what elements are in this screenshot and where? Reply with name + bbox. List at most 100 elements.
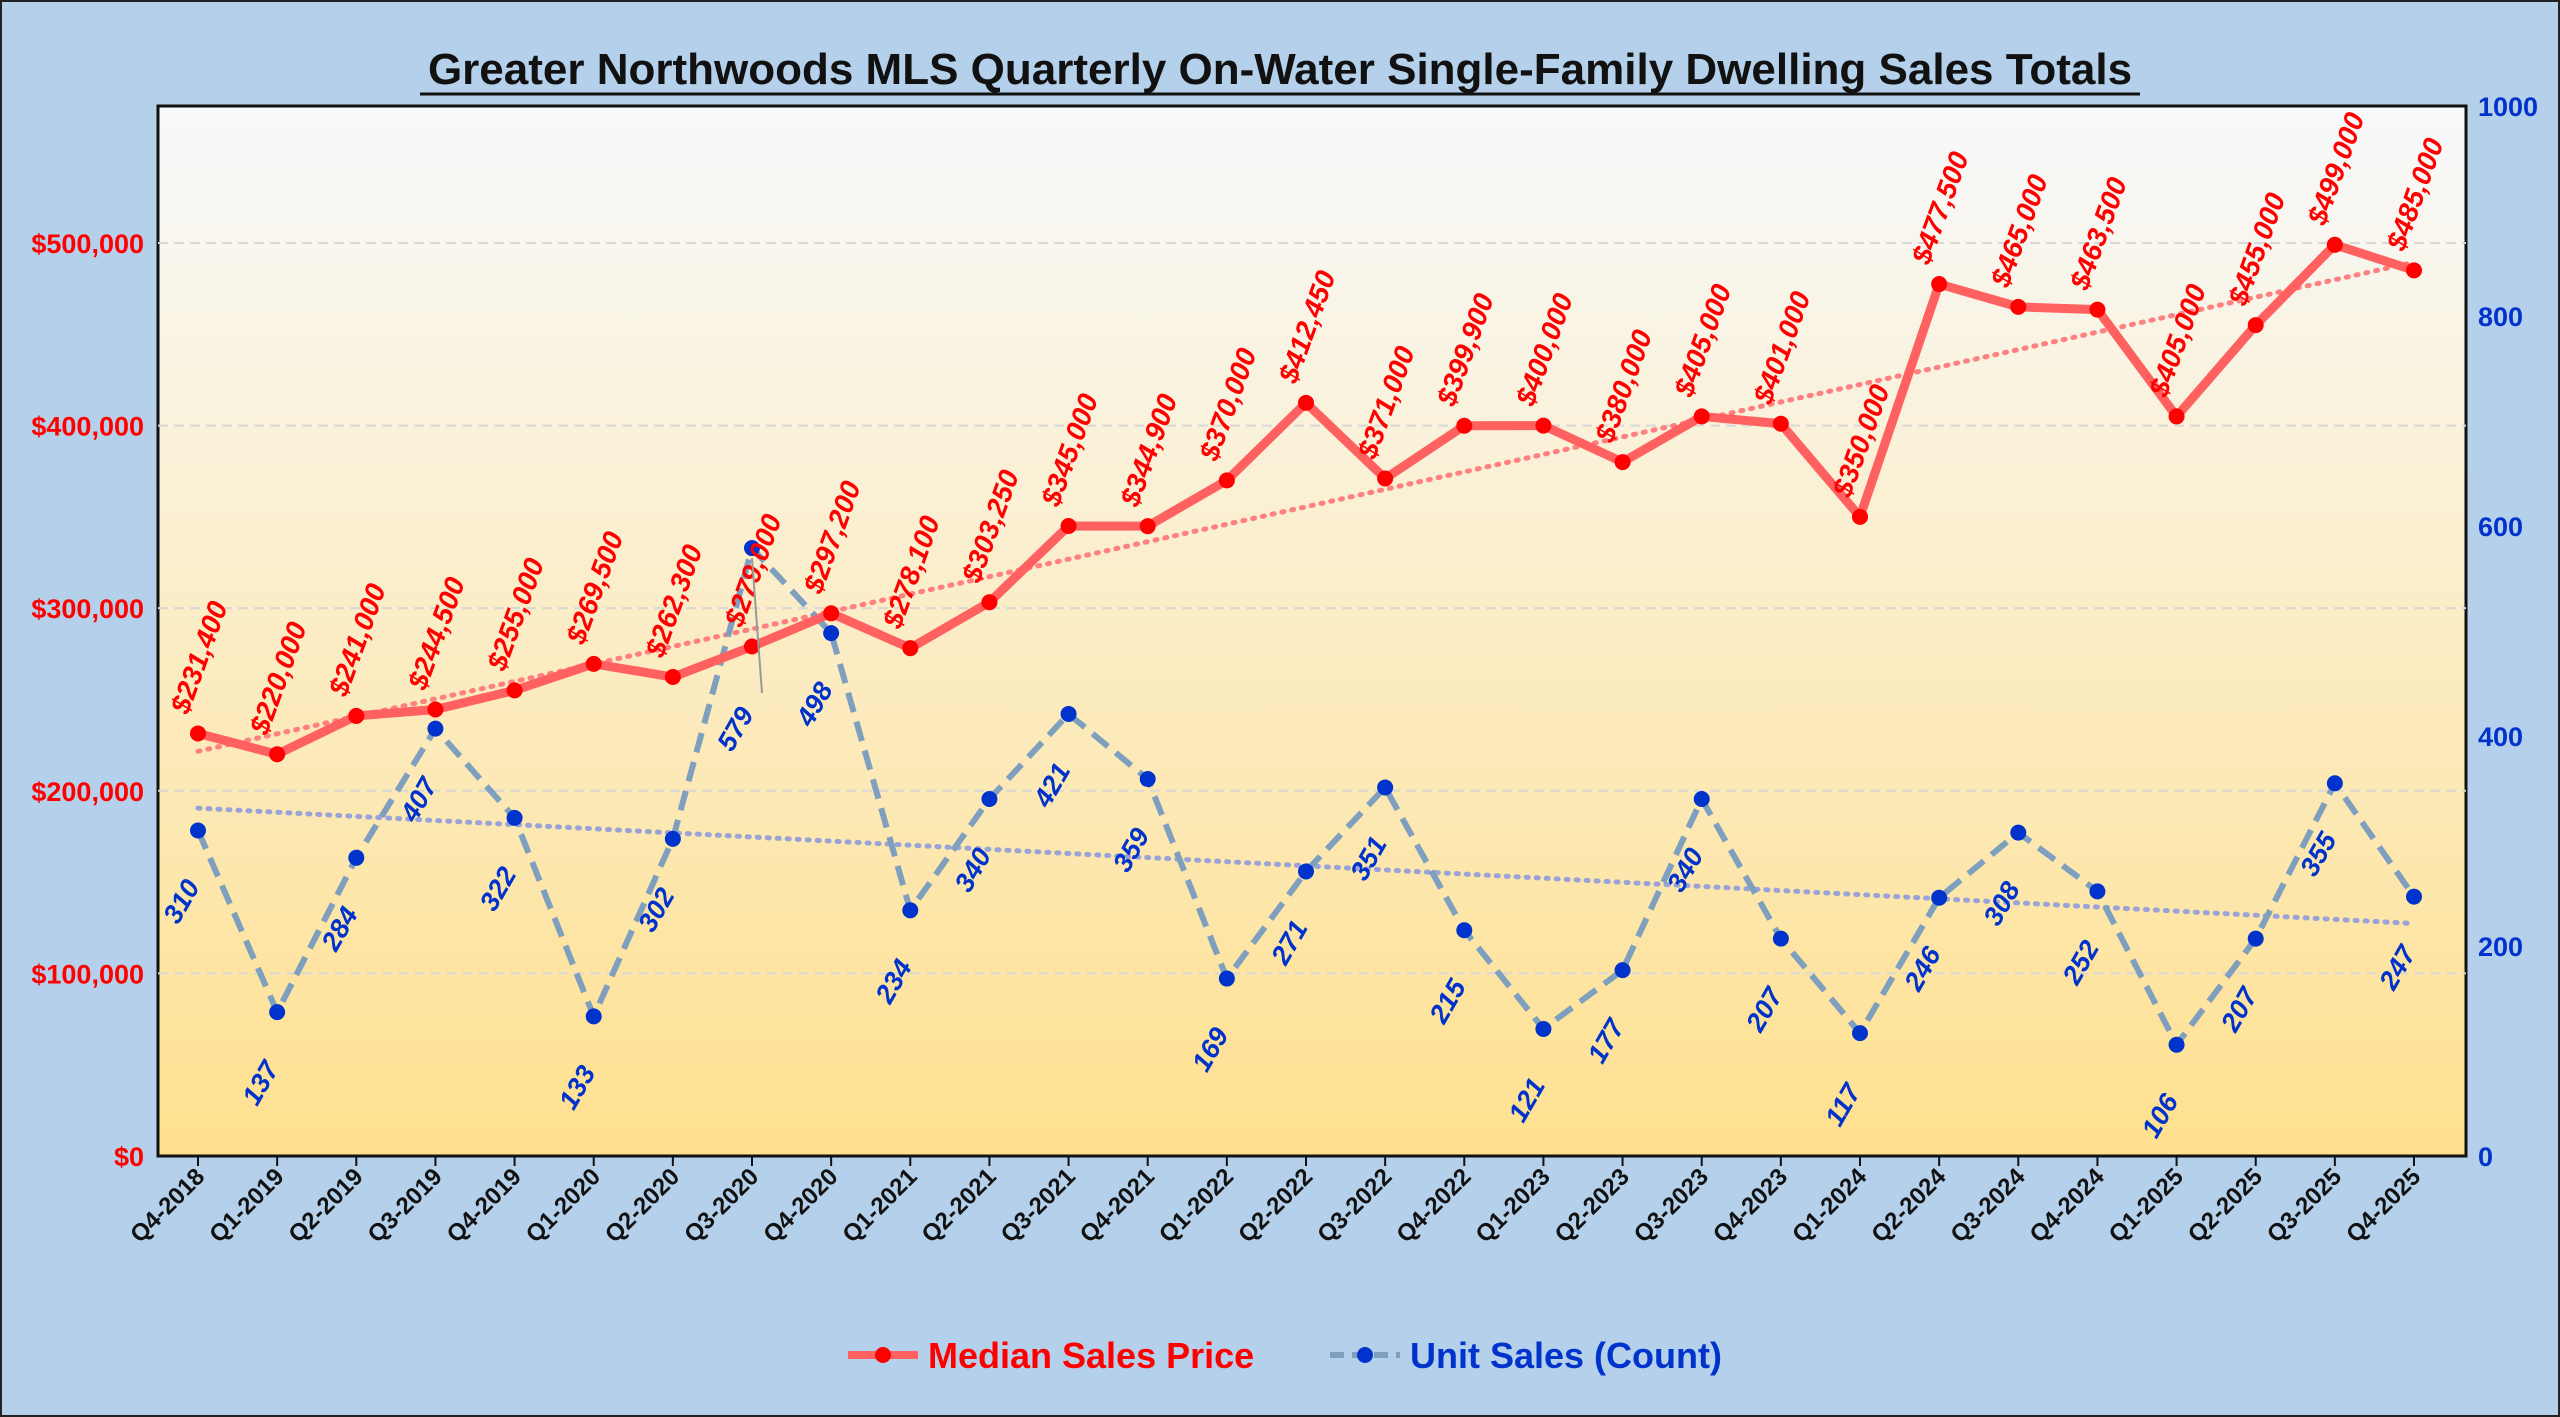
units-data-point: [981, 791, 998, 807]
x-tick-label: Q4-2020: [758, 1163, 843, 1248]
units-data-point: [1377, 779, 1394, 796]
right-tick-label: 400: [2478, 722, 2523, 752]
left-tick-label: $100,000: [31, 959, 144, 989]
price-data-point: [2406, 262, 2422, 279]
price-data-point: [902, 640, 919, 657]
x-tick-label: Q1-2021: [837, 1163, 922, 1248]
units-data-point: [1852, 1025, 1868, 1042]
units-data-point: [1456, 922, 1473, 939]
price-data-point: [1218, 472, 1235, 489]
units-data-point: [2010, 824, 2027, 841]
units-data-point: [1614, 962, 1631, 979]
x-tick-label: Q3-2023: [1629, 1163, 1714, 1248]
x-tick-label: Q4-2022: [1391, 1163, 1476, 1248]
units-data-point: [1139, 771, 1156, 788]
x-tick-label: Q3-2020: [679, 1163, 764, 1248]
units-data-point: [506, 809, 523, 826]
x-tick-label: Q3-2024: [1945, 1163, 2031, 1249]
x-tick-label: Q2-2024: [1866, 1163, 1952, 1249]
price-data-point: [2089, 301, 2106, 318]
units-data-point: [348, 849, 365, 866]
x-tick-label: Q4-2024: [2025, 1163, 2111, 1249]
right-tick-label: 800: [2478, 302, 2523, 332]
price-data-point: [1139, 518, 1156, 535]
price-data-point: [2168, 408, 2185, 425]
price-data-point: [1772, 415, 1789, 432]
legend-price-marker: [875, 1347, 891, 1363]
x-tick-label: Q1-2024: [1787, 1163, 1873, 1249]
chart-title: Greater Northwoods MLS Quarterly On-Wate…: [428, 45, 2132, 94]
units-data-point: [427, 720, 444, 737]
units-series-line: [195, 542, 2417, 1051]
price-data-point: [1852, 508, 1868, 525]
price-data-point: [1614, 454, 1631, 471]
x-tick-label: Q3-2021: [996, 1163, 1081, 1248]
x-tick-label: Q2-2019: [283, 1163, 368, 1248]
x-tick-label: Q4-2023: [1708, 1163, 1793, 1248]
plot-area: [156, 104, 2468, 1158]
price-data-point: [269, 746, 286, 763]
x-tick-label: Q4-2018: [125, 1163, 210, 1248]
x-tick-label: Q4-2019: [442, 1163, 527, 1248]
price-data-point: [506, 682, 523, 699]
x-tick-label: Q3-2022: [1312, 1163, 1397, 1248]
price-data-point: [1456, 417, 1473, 434]
price-data-point: [1931, 276, 1948, 293]
left-tick-label: $400,000: [31, 412, 144, 442]
units-data-point: [1693, 791, 1710, 807]
units-data-point: [1535, 1020, 1552, 1037]
price-data-point: [1060, 518, 1077, 534]
price-data-point: [981, 594, 998, 611]
units-data-point: [744, 540, 760, 557]
right-tick-label: 200: [2478, 932, 2523, 962]
units-data-point: [1772, 930, 1789, 947]
legend: Median Sales Price Unit Sales (Count): [848, 1335, 1722, 1376]
units-data-point: [2406, 888, 2422, 905]
right-tick-label: 600: [2478, 512, 2523, 542]
units-data-point: [269, 1004, 286, 1021]
price-data-point: [664, 669, 681, 686]
left-tick-label: $500,000: [31, 229, 144, 259]
price-data-point: [1693, 408, 1710, 425]
x-tick-label: Q3-2019: [363, 1163, 448, 1248]
price-data-point: [2247, 317, 2264, 334]
legend-units-marker: [1357, 1347, 1373, 1363]
units-data-point: [190, 822, 206, 839]
price-data-point: [1535, 417, 1552, 434]
left-tick-label: $200,000: [31, 777, 144, 807]
x-tick-label: Q1-2022: [1154, 1163, 1239, 1248]
x-tick-label: Q4-2021: [1075, 1163, 1160, 1248]
right-tick-label: 1000: [2478, 92, 2538, 122]
x-tick-label: Q2-2020: [600, 1163, 685, 1248]
price-data-point: [2326, 236, 2343, 253]
units-data-point: [1060, 705, 1077, 722]
price-data-point: [190, 725, 206, 742]
price-data-point: [2010, 298, 2027, 315]
units-data-point: [664, 830, 681, 847]
x-tick-label: Q2-2023: [1550, 1163, 1635, 1248]
price-data-point: [427, 701, 444, 718]
x-tick-label: Q1-2025: [2104, 1163, 2189, 1248]
units-data-point: [2247, 930, 2264, 947]
x-tick-label: Q1-2019: [204, 1163, 289, 1248]
right-tick-label: 0: [2478, 1142, 2493, 1172]
left-tick-label: $300,000: [31, 594, 144, 624]
price-data-point: [1377, 470, 1394, 487]
left-tick-label: $0: [114, 1142, 144, 1172]
legend-price-label: Median Sales Price: [928, 1335, 1254, 1376]
units-data-point: [823, 625, 840, 642]
price-data-point: [823, 605, 840, 622]
x-tick-label: Q1-2023: [1471, 1163, 1556, 1248]
x-tick-label: Q1-2020: [521, 1163, 606, 1248]
price-data-point: [348, 707, 365, 724]
x-tick-label: Q4-2025: [2341, 1163, 2426, 1248]
units-label-leader: [751, 557, 763, 694]
units-data-point: [2089, 883, 2106, 900]
units-data-point: [2168, 1036, 2185, 1053]
units-data-point: [585, 1008, 602, 1025]
price-data-point: [744, 638, 760, 655]
units-data-point: [1931, 889, 1948, 906]
x-tick-label: Q3-2025: [2262, 1163, 2347, 1248]
units-data-point: [902, 902, 919, 919]
